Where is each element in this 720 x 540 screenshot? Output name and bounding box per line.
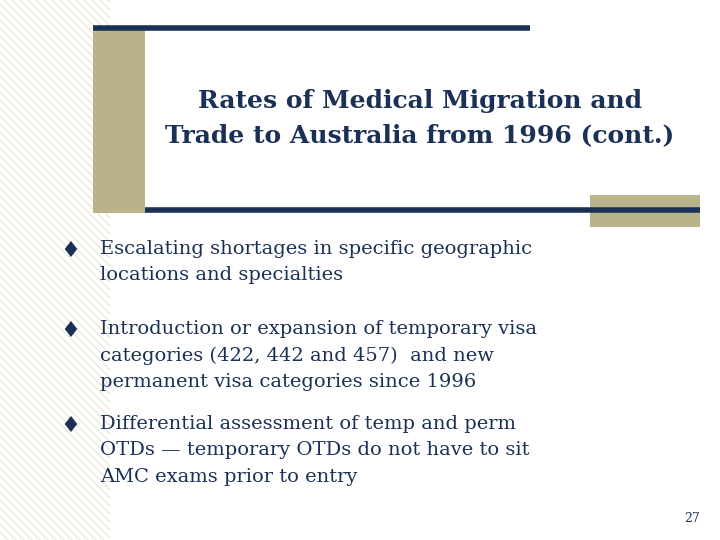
Text: Escalating shortages in specific geographic
locations and specialties: Escalating shortages in specific geograp… [100,240,532,285]
Text: Differential assessment of temp and perm
OTDs — temporary OTDs do not have to si: Differential assessment of temp and perm… [100,415,529,486]
Text: ♦: ♦ [60,240,80,262]
Bar [93,28,145,213]
Text: ♦: ♦ [60,415,80,437]
Text: Rates of Medical Migration and
Trade to Australia from 1996 (cont.): Rates of Medical Migration and Trade to … [166,89,675,147]
Text: ♦: ♦ [60,320,80,342]
Text: Introduction or expansion of temporary visa
categories (422, 442 and 457)  and n: Introduction or expansion of temporary v… [100,320,537,391]
Text: 27: 27 [684,512,700,525]
Bar [590,195,700,227]
